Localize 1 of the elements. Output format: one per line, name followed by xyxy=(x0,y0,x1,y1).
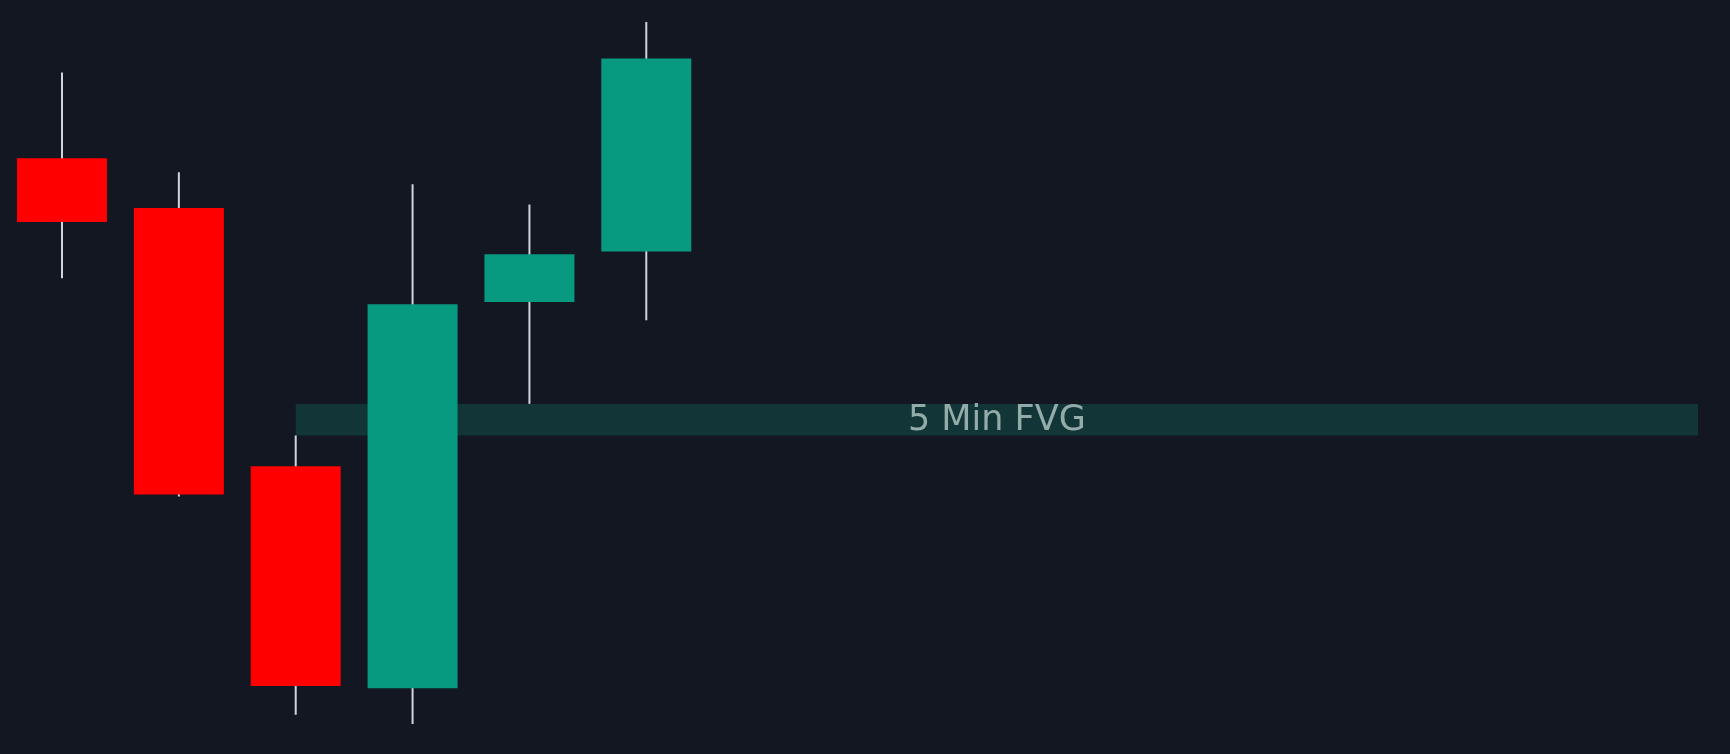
band-label: 5 Min FVG xyxy=(907,397,1086,438)
